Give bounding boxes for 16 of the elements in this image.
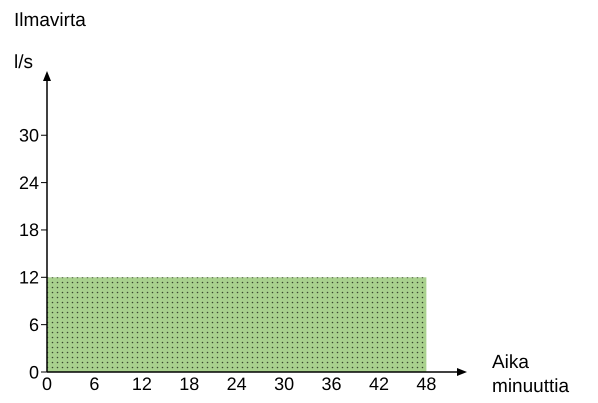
x-tick-label: 48	[416, 374, 436, 394]
y-tick-label: 18	[18, 220, 39, 240]
y-tick-label: 24	[18, 172, 39, 193]
x-axis-title: Aika minuuttia	[492, 352, 570, 397]
x-tick-label: 12	[132, 374, 152, 394]
x-tick-label: 18	[179, 374, 200, 394]
x-tick-label: 30	[274, 374, 294, 394]
x-tick-label: 24	[226, 374, 247, 394]
x-tick-label: 42	[368, 374, 389, 394]
y-tick-label: 30	[18, 126, 39, 146]
y-tick-label: 6	[28, 314, 39, 335]
x-tick-label: 36	[322, 374, 342, 394]
y-axis-title: Ilmavirta l/s	[14, 10, 86, 73]
y-tick-label: 12	[18, 268, 39, 288]
x-tick-label: 6	[89, 374, 100, 394]
x-tick-label: 0	[42, 374, 52, 394]
